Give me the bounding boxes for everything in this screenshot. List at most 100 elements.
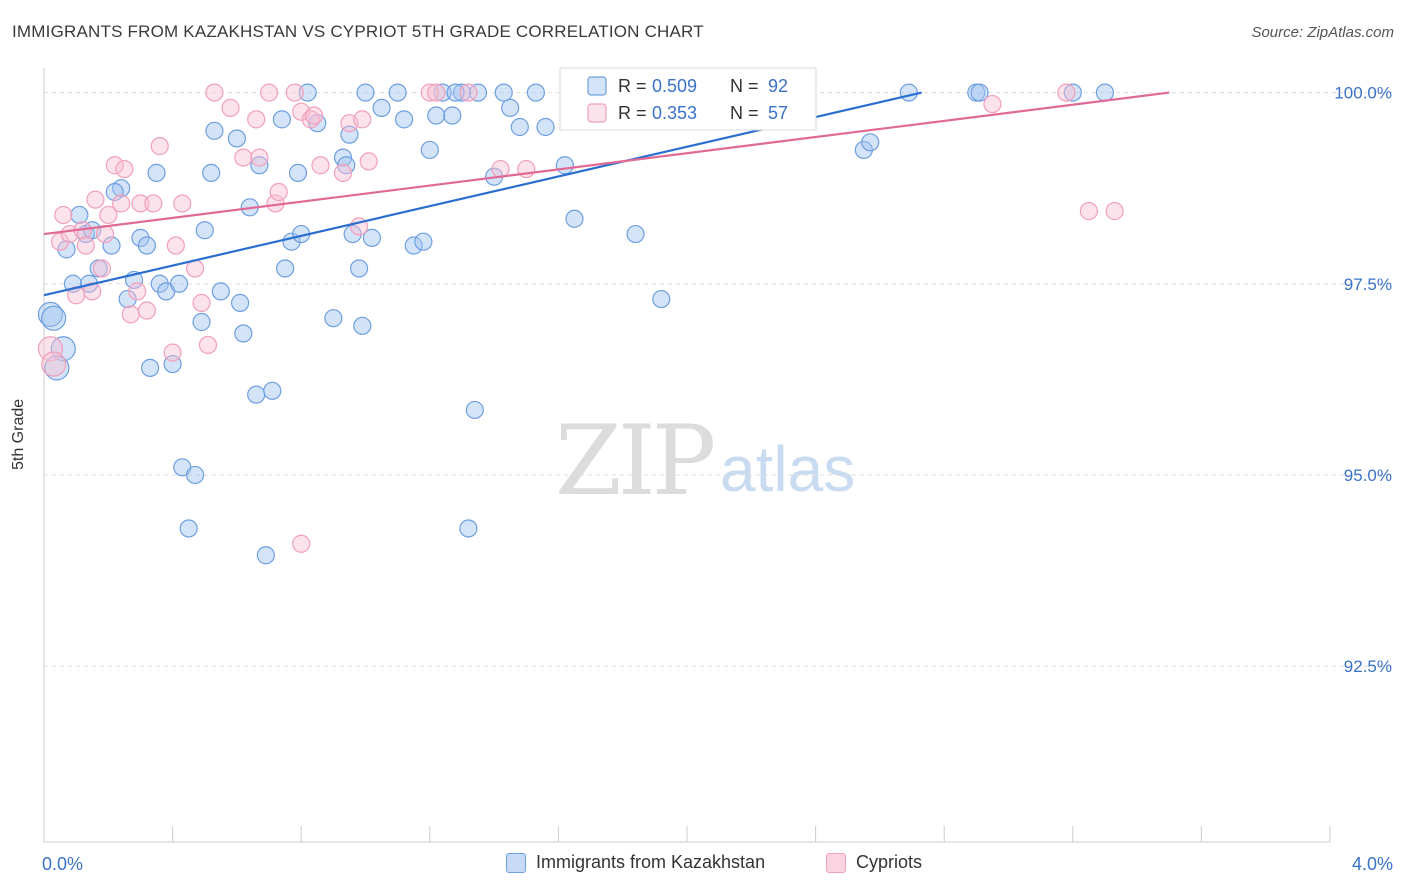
- point-kazakhstan: [414, 232, 433, 251]
- point-cypriot: [1105, 202, 1124, 221]
- point-cypriot: [173, 194, 192, 213]
- point-kazakhstan: [501, 98, 520, 117]
- legend-r-value: 0.509: [652, 76, 697, 96]
- point-cypriot: [250, 148, 269, 167]
- point-kazakhstan: [433, 83, 452, 102]
- point-kazakhstan: [446, 83, 465, 102]
- point-kazakhstan: [169, 274, 189, 293]
- point-kazakhstan: [526, 83, 545, 102]
- point-cypriot: [292, 534, 311, 553]
- point-kazakhstan: [263, 381, 282, 400]
- point-kazakhstan: [288, 163, 308, 182]
- point-cypriot: [92, 259, 111, 278]
- point-kazakhstan: [211, 282, 230, 301]
- point-kazakhstan: [140, 358, 160, 377]
- bottom-legend: Immigrants from Kazakhstan Cypriots: [0, 852, 1406, 878]
- point-cypriot: [150, 137, 169, 156]
- legend-item-kazakhstan[interactable]: Immigrants from Kazakhstan: [506, 852, 765, 873]
- point-kazakhstan: [137, 236, 156, 255]
- point-kazakhstan: [404, 236, 423, 255]
- point-cypriot: [353, 110, 372, 129]
- point-kazakhstan: [231, 293, 250, 312]
- point-kazakhstan: [44, 355, 70, 381]
- point-cypriot: [137, 301, 156, 320]
- point-kazakhstan: [652, 289, 671, 309]
- point-kazakhstan: [372, 98, 391, 117]
- point-kazakhstan: [192, 312, 211, 332]
- legend-n-label: N =: [730, 103, 759, 123]
- point-kazakhstan: [388, 83, 407, 102]
- legend-swatch-blue: [506, 852, 526, 873]
- point-cypriot: [83, 282, 102, 301]
- trend-line-cypriots: [43, 91, 1170, 236]
- point-cypriot: [163, 343, 182, 362]
- point-kazakhstan: [102, 236, 121, 255]
- point-kazakhstan: [362, 228, 382, 247]
- point-cypriot: [221, 98, 240, 117]
- point-kazakhstan: [459, 519, 478, 538]
- point-cypriot: [259, 83, 279, 102]
- legend-r-label: R =: [618, 103, 647, 123]
- point-kazakhstan: [70, 205, 89, 225]
- y-tick-label: 100.0%: [1334, 84, 1392, 103]
- watermark-atlas: atlas: [720, 433, 856, 505]
- legend-n-label: N =: [730, 76, 759, 96]
- point-kazakhstan: [247, 385, 266, 404]
- point-cypriot: [1079, 202, 1098, 221]
- point-cypriot: [311, 156, 330, 175]
- point-cypriot: [304, 106, 324, 125]
- correlation-legend: R = 0.509 N = 92 R = 0.353 N = 57: [559, 67, 817, 131]
- legend-n-value: 57: [768, 103, 788, 123]
- point-kazakhstan: [452, 83, 472, 102]
- point-kazakhstan: [50, 336, 76, 362]
- point-cypriot: [1057, 83, 1076, 102]
- point-kazakhstan: [195, 221, 214, 240]
- point-kazakhstan: [234, 324, 253, 343]
- point-cypriot: [41, 351, 67, 377]
- point-cypriot: [983, 94, 1002, 114]
- point-cypriot: [37, 336, 64, 362]
- y-tick-label: 92.5%: [1344, 657, 1392, 676]
- point-kazakhstan: [353, 316, 372, 335]
- point-cypriot: [420, 83, 439, 102]
- chart-source: Source: ZipAtlas.com: [1251, 24, 1394, 41]
- legend-n-value: 92: [768, 76, 788, 96]
- legend-box: [559, 67, 817, 131]
- legend-item-cypriots[interactable]: Cypriots: [826, 852, 922, 873]
- point-kazakhstan: [555, 156, 574, 175]
- point-kazakhstan: [861, 133, 880, 152]
- point-cypriot: [234, 148, 253, 167]
- point-cypriot: [128, 282, 147, 301]
- point-kazakhstan: [494, 83, 513, 102]
- point-kazakhstan: [298, 83, 317, 102]
- point-kazakhstan: [349, 259, 369, 278]
- point-kazakhstan: [227, 129, 246, 148]
- tick-labels: 100.0% 97.5% 95.0% 92.5% 0.0% 4.0%: [42, 84, 1393, 874]
- legend-swatch-pink: [826, 852, 846, 873]
- point-cypriot: [333, 163, 353, 182]
- point-cypriot: [86, 190, 105, 209]
- point-kazakhstan: [276, 259, 295, 278]
- point-cypriot: [115, 159, 134, 179]
- point-kazakhstan: [465, 400, 484, 420]
- point-cypriot: [359, 152, 378, 171]
- point-kazakhstan: [536, 117, 555, 137]
- point-kazakhstan: [250, 156, 269, 175]
- watermark-zip: ZIP: [555, 405, 716, 517]
- point-cypriot: [99, 205, 118, 225]
- point-kazakhstan: [202, 163, 221, 182]
- point-cypriot: [205, 83, 224, 102]
- x-tick-label-min: 0.0%: [42, 854, 83, 874]
- point-cypriot: [121, 305, 140, 324]
- point-kazakhstan: [205, 121, 224, 140]
- point-cypriot: [247, 110, 266, 129]
- point-cypriot: [198, 335, 218, 355]
- chart-title: IMMIGRANTS FROM KAZAKHSTAN VS CYPRIOT 5T…: [12, 22, 704, 41]
- point-kazakhstan: [427, 106, 446, 125]
- axes: [43, 68, 1331, 843]
- point-cypriot: [166, 236, 185, 255]
- point-kazakhstan: [186, 465, 205, 485]
- point-cypriot: [112, 194, 131, 213]
- legend-swatch: [587, 76, 607, 96]
- legend-r-value: 0.353: [652, 103, 697, 123]
